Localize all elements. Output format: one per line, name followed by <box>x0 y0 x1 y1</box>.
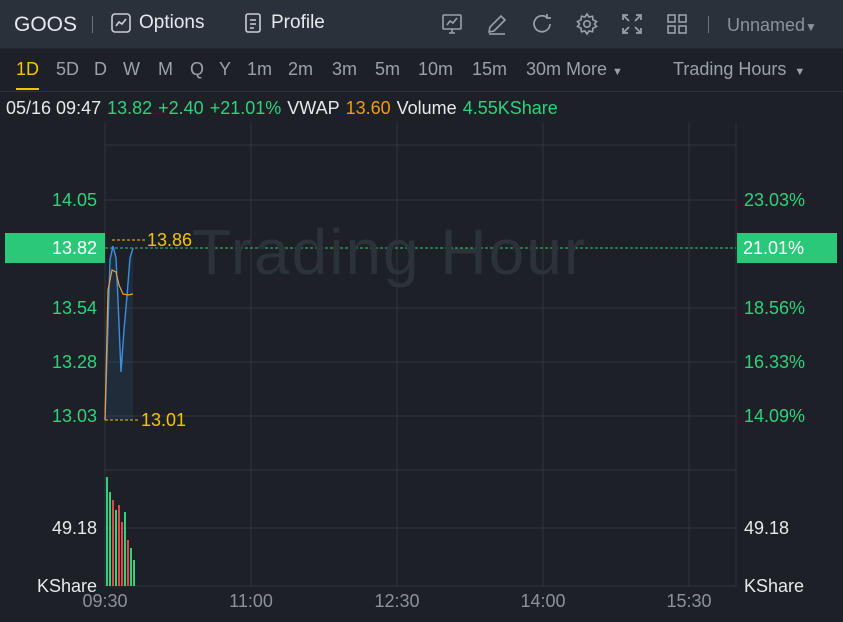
time-axis-label: 09:30 <box>82 591 128 611</box>
volume-bar <box>130 548 132 586</box>
volume-unit-label: KShare <box>744 576 805 596</box>
volume-unit-label: KShare <box>36 576 97 596</box>
divider <box>708 16 709 33</box>
period-more-dropdown[interactable]: 30m More ▼ <box>526 59 623 80</box>
low-label: 13.01 <box>141 410 187 430</box>
options-label: Options <box>139 12 205 33</box>
vwap-value: 13.60 <box>345 98 391 118</box>
period-y[interactable]: Y <box>219 59 232 79</box>
price-axis-label: 14.05 <box>51 190 97 210</box>
session-dropdown[interactable]: Trading Hours ▼ <box>673 59 805 80</box>
price-axis-label: 13.03 <box>51 406 97 426</box>
quote-change-pct: +21.01% <box>209 98 282 118</box>
volume-bar <box>127 540 129 586</box>
profile-icon <box>245 13 261 33</box>
quote-price: 13.82 <box>107 98 153 118</box>
pct-axis-label: 14.09% <box>744 406 806 426</box>
volume-axis-label: 49.18 <box>51 518 97 538</box>
period-2m[interactable]: 2m <box>288 59 314 79</box>
period-10m[interactable]: 10m <box>418 59 454 79</box>
price-axis-label: 13.28 <box>51 352 97 372</box>
grid-lines <box>104 123 737 587</box>
volume-bars <box>106 477 135 586</box>
period-5d[interactable]: 5D <box>56 59 80 79</box>
volume-bar <box>133 560 135 586</box>
caret-down-icon: ▼ <box>794 66 806 78</box>
period-5m[interactable]: 5m <box>375 59 401 79</box>
profile-label: Profile <box>271 12 325 33</box>
fullscreen-icon[interactable] <box>620 12 644 36</box>
period-bar: 1D 5D D W M Q Y 1m 2m 3m 5m 10m 15m 30m … <box>0 49 843 92</box>
settings-icon[interactable] <box>575 12 599 36</box>
period-15m[interactable]: 15m <box>472 59 508 79</box>
top-toolbar: GOOS Options Profile <box>0 0 843 49</box>
period-1m[interactable]: 1m <box>247 59 273 79</box>
time-axis-label: 15:30 <box>666 591 712 611</box>
profile-button[interactable]: Profile <box>242 12 325 34</box>
edit-icon[interactable] <box>485 12 509 36</box>
volume-bar <box>115 510 117 586</box>
pct-axis-label: 18.56% <box>744 298 806 318</box>
divider <box>92 16 93 33</box>
pct-axis-label: 23.03% <box>744 190 806 210</box>
volume-bar <box>124 512 126 586</box>
period-w[interactable]: W <box>123 59 140 79</box>
period-3m[interactable]: 3m <box>332 59 358 79</box>
volume-bar <box>118 505 120 586</box>
period-d[interactable]: D <box>94 59 107 79</box>
pct-axis-label: 16.33% <box>744 352 806 372</box>
current-pct-badge: 21.01% <box>737 233 837 263</box>
volume-value: 4.55KShare <box>462 98 558 118</box>
current-price-badge-text: 13.82 <box>51 238 97 258</box>
quote-summary: 05/16 09:47 13.82 +2.40 +21.01% VWAP 13.60 Vol… <box>6 98 564 119</box>
volume-bar <box>112 500 114 586</box>
caret-down-icon: ▼ <box>805 20 817 34</box>
vwap-label: VWAP <box>287 98 340 118</box>
options-icon <box>111 13 131 33</box>
time-axis-label: 14:00 <box>520 591 566 611</box>
high-label: 13.86 <box>147 230 193 250</box>
grid-icon[interactable] <box>665 12 689 36</box>
vwap-line <box>104 269 134 421</box>
quote-change: +2.40 <box>158 98 204 118</box>
price-axis-label: 13.54 <box>51 298 97 318</box>
layout-name: Unnamed <box>727 15 806 35</box>
period-m[interactable]: M <box>158 59 173 79</box>
options-button[interactable]: Options <box>110 12 204 34</box>
volume-bar <box>106 477 108 586</box>
quote-datetime: 05/16 09:47 <box>6 98 102 118</box>
price-line <box>104 245 134 421</box>
period-1d[interactable]: 1D <box>16 59 40 90</box>
volume-bar <box>109 492 111 586</box>
time-axis-label: 12:30 <box>374 591 420 611</box>
volume-bar <box>121 522 123 586</box>
session-label: Trading Hours <box>673 59 787 79</box>
current-price-badge: 13.82 <box>5 233 105 263</box>
ticker-symbol[interactable]: GOOS <box>14 13 78 36</box>
volume-axis-label: 49.18 <box>744 518 790 538</box>
period-more-label: 30m More <box>526 59 608 79</box>
time-axis-label: 11:00 <box>229 591 273 611</box>
chart-icon[interactable] <box>440 12 464 36</box>
period-q[interactable]: Q <box>190 59 205 79</box>
refresh-icon[interactable] <box>530 12 554 36</box>
volume-label: Volume <box>396 98 457 118</box>
caret-down-icon: ▼ <box>612 66 623 78</box>
chart-watermark: Trading Hour <box>192 216 588 288</box>
layout-dropdown[interactable]: Unnamed▼ <box>727 15 817 36</box>
